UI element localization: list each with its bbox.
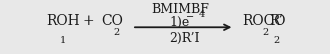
- Text: 2: 2: [262, 28, 269, 37]
- Text: ROH: ROH: [46, 14, 80, 28]
- Text: ROCO: ROCO: [242, 14, 285, 28]
- Text: 1)e: 1)e: [169, 16, 189, 29]
- Text: 2: 2: [113, 28, 119, 37]
- Text: 4: 4: [199, 10, 206, 19]
- Text: −: −: [186, 13, 194, 22]
- Text: 1: 1: [60, 36, 66, 45]
- Text: 2)R’I: 2)R’I: [169, 32, 200, 45]
- Text: R’: R’: [269, 14, 283, 28]
- Text: 2: 2: [274, 36, 280, 45]
- Text: CO: CO: [101, 14, 123, 28]
- Text: +: +: [83, 14, 94, 28]
- Text: BMIMBF: BMIMBF: [152, 3, 210, 16]
